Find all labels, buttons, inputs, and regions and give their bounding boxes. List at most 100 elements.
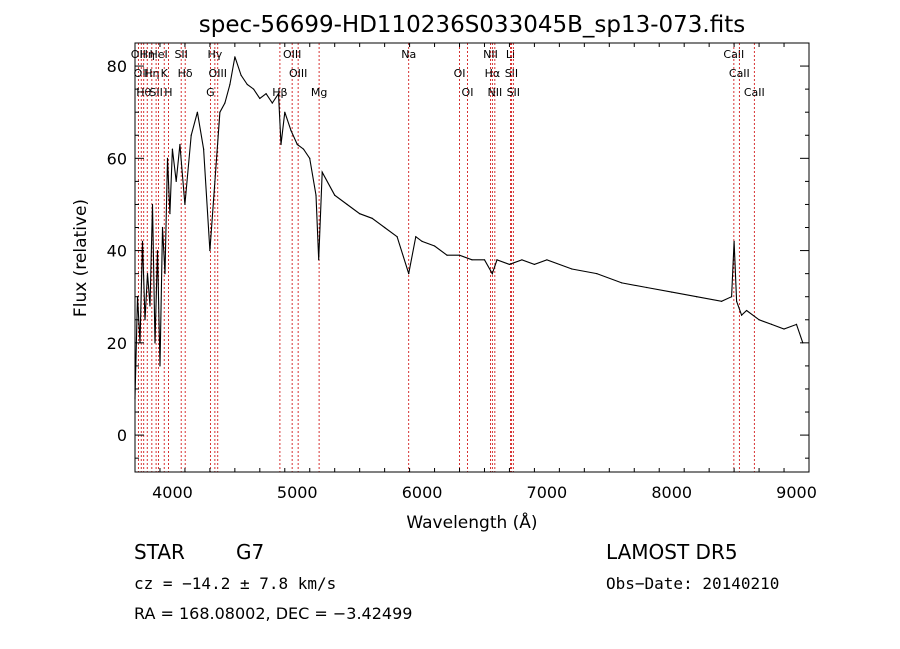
spectrum-point	[234, 56, 236, 58]
spectrum-point	[731, 296, 733, 298]
spectrum-point	[334, 194, 336, 196]
spectrum-point	[175, 180, 177, 182]
emission-line-label: Li	[506, 48, 515, 61]
x-tick-label: 5000	[277, 483, 318, 502]
emission-line-label: Hβ	[272, 86, 287, 99]
x-tick-label: 9000	[776, 483, 817, 502]
plot-frame	[134, 42, 810, 473]
spectrum-point	[721, 300, 723, 302]
spectrum-point	[783, 328, 785, 330]
x-tick-label: 4000	[152, 483, 193, 502]
spectrum-point	[571, 268, 573, 270]
spectrum-point	[741, 314, 743, 316]
emission-line-label: SII	[507, 86, 520, 99]
spectrum-point	[421, 240, 423, 242]
emission-line-label: Hη	[144, 67, 159, 80]
spectrum-point	[596, 273, 598, 275]
spectrum-point	[144, 319, 146, 321]
emission-line-label: OI	[454, 67, 466, 80]
redshift-velocity: cz = −14.2 ± 7.8 km/s	[134, 574, 337, 593]
spectrum-point	[646, 286, 648, 289]
spectrum-point	[446, 254, 448, 256]
spectrum-point	[471, 259, 473, 261]
emission-line-label: Hδ	[178, 67, 193, 80]
spectrum-point	[415, 236, 417, 238]
spectrum-point	[770, 323, 773, 325]
emission-line-label: Hθ	[136, 86, 151, 99]
y-axis: 0 20 40 60 80	[107, 42, 809, 459]
spectrum-point	[491, 273, 493, 275]
spectrum-point	[458, 254, 461, 256]
spectrum-point	[190, 134, 192, 136]
x-tick-label: 7000	[527, 483, 568, 502]
spectrum-point	[219, 111, 221, 113]
spectrum-point	[196, 111, 199, 113]
spectrum-layer	[134, 56, 804, 399]
emission-line-label: SII	[149, 86, 162, 99]
spectrum-point	[795, 323, 798, 325]
subclass: G7	[236, 540, 265, 564]
emission-line-label: Hα	[485, 67, 501, 80]
emission-line-label: Hγ	[207, 48, 222, 61]
spectrum-point	[169, 213, 171, 215]
emission-line-label: CaII	[744, 86, 765, 99]
spectrum-point	[433, 245, 436, 247]
spectrum-point	[546, 259, 548, 261]
emission-line-label: SII	[174, 48, 187, 61]
spectrum-point	[309, 157, 311, 159]
observation-date: Obs−Date: 20140210	[606, 574, 780, 593]
spectrum-point	[159, 365, 161, 367]
spectrum-point	[396, 236, 398, 238]
spectrum-point	[671, 291, 673, 293]
emission-line-label: CaII	[729, 67, 750, 80]
emission-line-label: H	[164, 86, 172, 99]
emission-line-label: CaII	[723, 48, 744, 61]
spectrum-point	[758, 319, 760, 321]
emission-line-label: G	[206, 86, 215, 99]
spectrum-point	[296, 143, 298, 146]
object-type: STAR	[134, 540, 185, 564]
spectrum-point	[164, 273, 166, 275]
chart-title: spec-56699-HD110236S033045B_sp13-073.fit…	[199, 12, 745, 38]
spectrum-point	[284, 111, 286, 113]
spectrum-point	[265, 93, 267, 95]
spectrum-point	[252, 88, 255, 90]
y-tick-label: 80	[107, 57, 127, 76]
spectrum-point	[318, 259, 320, 261]
spectrum-point	[141, 240, 144, 242]
spectrum-point	[146, 273, 149, 275]
spectrum-point	[203, 148, 205, 150]
spectrum-point	[408, 273, 410, 275]
spectrum-point	[280, 143, 282, 146]
x-tick-label: 6000	[402, 483, 443, 502]
x-axis-label: Wavelength (Å)	[406, 511, 537, 533]
y-tick-label: 0	[117, 426, 127, 445]
emission-lines-layer: OIIOIIHθHηHηSIIHeIKHSIIHδGHγOIIIHβOIIIOI…	[131, 43, 765, 472]
spectrum-point	[384, 226, 386, 229]
spectrum-point	[214, 180, 216, 182]
emission-line-label: OI	[462, 86, 474, 99]
spectrum-point	[483, 259, 486, 261]
y-tick-label: 20	[107, 334, 127, 353]
emission-line-label: Hη	[140, 48, 155, 61]
emission-line-label: K	[161, 67, 169, 80]
spectrum-point	[733, 240, 735, 242]
y-axis-label: Flux (relative)	[71, 199, 91, 317]
spectrum-point	[696, 296, 698, 298]
emission-line-label: OIII	[283, 48, 301, 61]
emission-line-label: OIII	[209, 67, 227, 80]
spectrum-point	[149, 305, 151, 307]
spectrum-point	[171, 148, 174, 150]
spectrum-point	[321, 171, 323, 173]
survey-label: LAMOST DR5	[606, 540, 738, 564]
spectrum-point	[745, 309, 748, 312]
spectrum-point	[184, 203, 186, 206]
spectrum-point	[209, 249, 211, 252]
spectrum-point	[736, 300, 738, 302]
emission-line-label: Na	[401, 48, 416, 61]
spectrum-point	[271, 102, 273, 104]
emission-line-label: HeI	[149, 48, 167, 61]
x-tick-label: 8000	[651, 483, 692, 502]
spectrum-point	[533, 263, 536, 266]
